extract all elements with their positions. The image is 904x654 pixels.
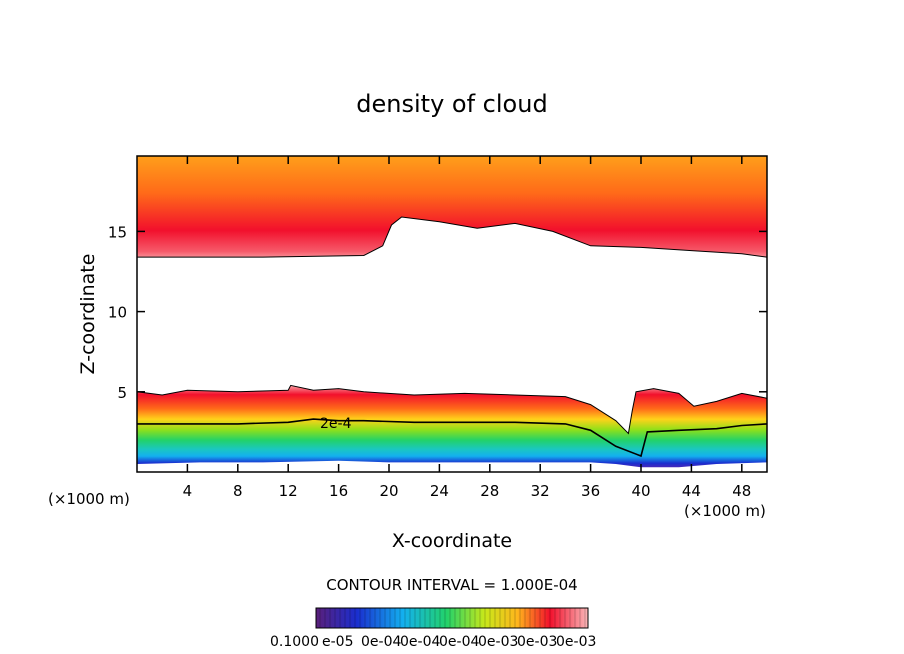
y-tick-label: 15 (108, 223, 127, 241)
x-axis-label: X-coordinate (392, 530, 512, 552)
contour-interval-text: CONTOUR INTERVAL = 1.000E-04 (326, 576, 577, 594)
x-tick-label: 28 (480, 482, 499, 500)
plot-area (137, 156, 767, 472)
colorbar-label: 0e-03 (478, 634, 518, 650)
contour-label: 2e-4 (320, 416, 352, 432)
y-axis-label: Z-coordinate (77, 254, 99, 375)
x-tick-label: 40 (631, 482, 650, 500)
x-tick-label: 44 (682, 482, 701, 500)
x-axis-ticks: 4 8 12 16 20 24 28 32 36 40 44 48 (183, 156, 751, 500)
upper-layer-edge-contour (137, 216, 767, 258)
chart-title: density of cloud (356, 90, 547, 118)
colorbar-label: 0e-03 (556, 634, 596, 650)
x-tick-label: 24 (430, 482, 449, 500)
x-tick-label: 16 (329, 482, 348, 500)
colorbar-label: 0e-04 (361, 634, 401, 650)
x-unit-label: (×1000 m) (48, 490, 130, 508)
colorbar-frame (315, 607, 589, 629)
contour-line-2e-4 (137, 418, 767, 458)
colorbar (315, 607, 589, 629)
lower-layer-edge-contour (137, 384, 767, 435)
colorbar-label: 0e-04 (400, 634, 440, 650)
y-tick-label: 5 (117, 384, 127, 402)
y-axis-ticks: 5 10 15 (108, 223, 767, 402)
colorbar-label: 0.1000 (270, 634, 319, 650)
y-unit-label: (×1000 m) (684, 502, 766, 520)
x-tick-label: 12 (279, 482, 298, 500)
x-tick-label: 36 (581, 482, 600, 500)
colorbar-ticks (319, 608, 586, 628)
plot-frame (136, 155, 768, 473)
x-tick-label: 32 (531, 482, 550, 500)
x-tick-label: 8 (233, 482, 243, 500)
upper-cloud-layer (137, 156, 767, 258)
lower-cloud-layer (137, 385, 767, 468)
x-tick-label: 20 (379, 482, 398, 500)
colorbar-fill (316, 608, 588, 628)
y-tick-label: 10 (108, 304, 127, 322)
colorbar-label: 0e-04 (439, 634, 479, 650)
colorbar-label: e-05 (322, 634, 353, 650)
x-tick-label: 48 (732, 482, 751, 500)
x-tick-label: 4 (183, 482, 193, 500)
colorbar-label: 0e-03 (517, 634, 557, 650)
